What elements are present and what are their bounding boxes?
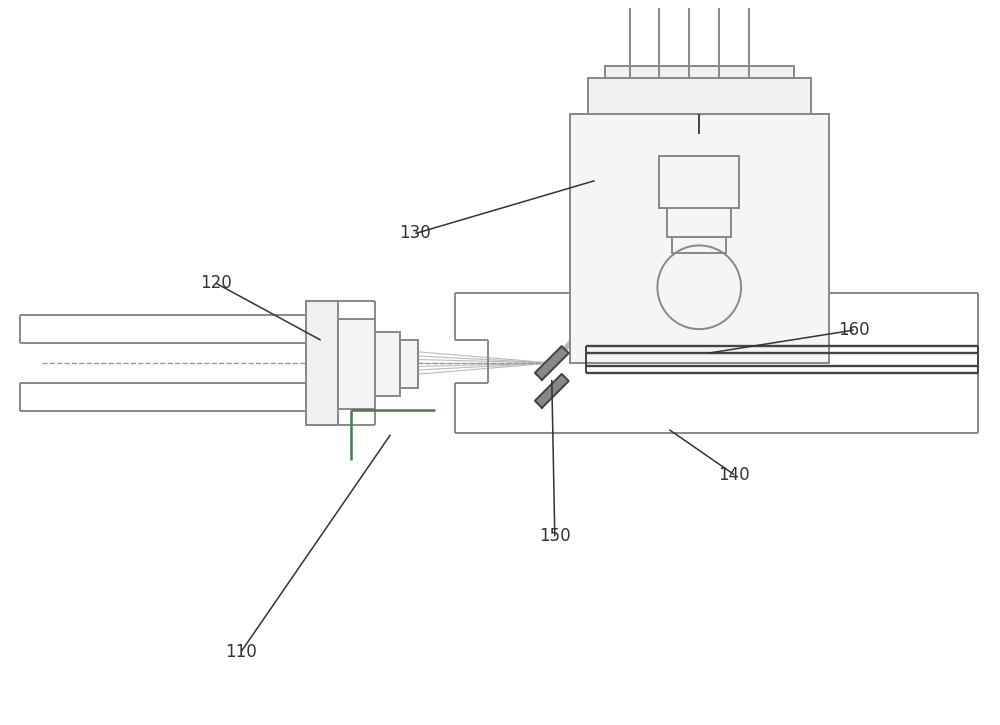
Bar [659, 156, 739, 207]
Bar [338, 319, 375, 409]
Bar [570, 114, 829, 363]
Text: 120: 120 [200, 274, 232, 292]
Text: 140: 140 [718, 465, 750, 484]
Text: 150: 150 [539, 527, 571, 545]
Bar [672, 238, 726, 254]
Polygon shape [535, 374, 569, 407]
Bar [400, 340, 418, 388]
Bar [588, 78, 811, 114]
Bar [306, 301, 338, 425]
Bar [667, 207, 731, 238]
Bar [375, 332, 400, 396]
Text: 130: 130 [399, 225, 431, 242]
Text: 110: 110 [225, 643, 257, 661]
Polygon shape [535, 346, 569, 380]
Text: 160: 160 [838, 321, 869, 339]
Bar [605, 66, 794, 78]
